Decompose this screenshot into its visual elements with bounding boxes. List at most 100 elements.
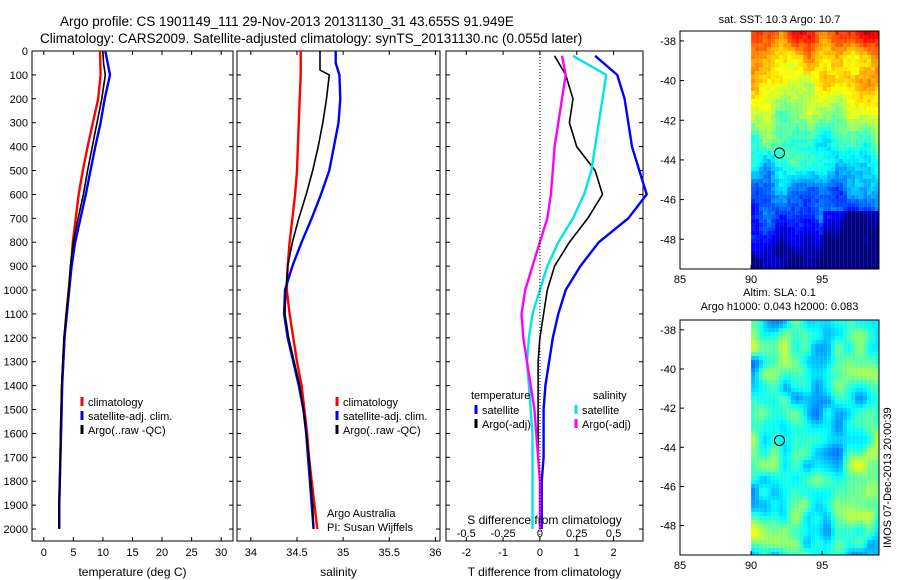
heatmap-cell: [863, 87, 868, 91]
heatmap-cell: [767, 472, 772, 476]
heatmap-cell: [751, 139, 756, 143]
y-tick-label: 1100: [4, 309, 28, 321]
heatmap-cell: [863, 183, 868, 187]
heatmap-cell: [823, 79, 828, 83]
heatmap-cell: [875, 83, 880, 87]
heatmap-cell: [859, 340, 864, 344]
heatmap-cell: [795, 456, 800, 460]
heatmap-cell: [799, 175, 804, 179]
heatmap-cell: [839, 203, 844, 207]
heatmap-cell: [775, 63, 780, 67]
heatmap-cell: [775, 175, 780, 179]
heatmap-cell: [863, 99, 868, 103]
heatmap-cell: [839, 448, 844, 452]
heatmap-cell: [755, 243, 760, 247]
heatmap-cell: [807, 87, 812, 91]
heatmap-cell: [779, 239, 784, 243]
heatmap-cell: [839, 360, 844, 364]
heatmap-cell: [803, 127, 808, 131]
heatmap-cell: [775, 231, 780, 235]
heatmap-cell: [855, 267, 860, 269]
heatmap-cell: [867, 163, 872, 167]
heatmap-cell: [799, 187, 804, 191]
heatmap-cell: [763, 251, 768, 255]
heatmap-cell: [779, 163, 784, 167]
heatmap-cell: [787, 500, 792, 504]
heatmap-cell: [775, 139, 780, 143]
heatmap-cell: [823, 424, 828, 428]
heatmap-cell: [755, 87, 760, 91]
heatmap-cell: [787, 191, 792, 195]
heatmap-cell: [811, 348, 816, 352]
heatmap-cell: [763, 259, 768, 263]
heatmap-cell: [867, 396, 872, 400]
heatmap-cell: [799, 472, 804, 476]
heatmap-cell: [811, 251, 816, 255]
heatmap-cell: [867, 504, 872, 508]
heatmap-cell: [759, 352, 764, 356]
heatmap-cell: [783, 384, 788, 388]
heatmap-cell: [787, 480, 792, 484]
heatmap-cell: [795, 231, 800, 235]
heatmap-cell: [831, 484, 836, 488]
heatmap-cell: [863, 476, 868, 480]
heatmap-cell: [775, 255, 780, 259]
heatmap-cell: [867, 47, 872, 51]
heatmap-cell: [871, 219, 876, 223]
heatmap-cell: [771, 91, 776, 95]
heatmap-cell: [843, 107, 848, 111]
heatmap-cell: [759, 432, 764, 436]
heatmap-cell: [779, 520, 784, 524]
heatmap-cell: [819, 175, 824, 179]
heatmap-cell: [851, 151, 856, 155]
heatmap-cell: [839, 247, 844, 251]
heatmap-cell: [847, 552, 852, 555]
heatmap-cell: [767, 416, 772, 420]
heatmap-cell: [827, 31, 832, 35]
heatmap-cell: [759, 31, 764, 35]
heatmap-cell: [851, 175, 856, 179]
heatmap-cell: [767, 83, 772, 87]
heatmap-cell: [831, 251, 836, 255]
heatmap-cell: [823, 75, 828, 79]
heatmap-cell: [871, 103, 876, 107]
heatmap-cell: [831, 376, 836, 380]
heatmap-cell: [843, 55, 848, 59]
heatmap-cell: [799, 360, 804, 364]
heatmap-cell: [803, 251, 808, 255]
heatmap-cell: [787, 51, 792, 55]
heatmap-cell: [783, 255, 788, 259]
heatmap-cell: [847, 79, 852, 83]
heatmap-cell: [771, 219, 776, 223]
heatmap-cell: [859, 380, 864, 384]
heatmap-cell: [811, 151, 816, 155]
heatmap-cell: [783, 436, 788, 440]
heatmap-cell: [855, 223, 860, 227]
heatmap-cell: [827, 215, 832, 219]
heatmap-cell: [835, 452, 840, 456]
heatmap-cell: [795, 536, 800, 540]
heatmap-cell: [807, 504, 812, 508]
heatmap-cell: [775, 223, 780, 227]
heatmap-cell: [871, 472, 876, 476]
heatmap-cell: [835, 456, 840, 460]
heatmap-cell: [815, 356, 820, 360]
heatmap-cell: [795, 95, 800, 99]
map-border: [679, 30, 880, 270]
heatmap-cell: [763, 103, 768, 107]
heatmap-cell: [823, 472, 828, 476]
heatmap-cell: [799, 424, 804, 428]
heatmap-cell: [875, 348, 880, 352]
heatmap-cell: [855, 79, 860, 83]
heatmap-cell: [827, 368, 832, 372]
heatmap-cell: [823, 436, 828, 440]
heatmap-cell: [771, 432, 776, 436]
heatmap-cell: [783, 488, 788, 492]
heatmap-cell: [775, 440, 780, 444]
heatmap-cell: [863, 536, 868, 540]
heatmap-cell: [835, 448, 840, 452]
heatmap-cell: [803, 432, 808, 436]
heatmap-cell: [807, 135, 812, 139]
heatmap-cell: [831, 63, 836, 67]
heatmap-cell: [859, 171, 864, 175]
